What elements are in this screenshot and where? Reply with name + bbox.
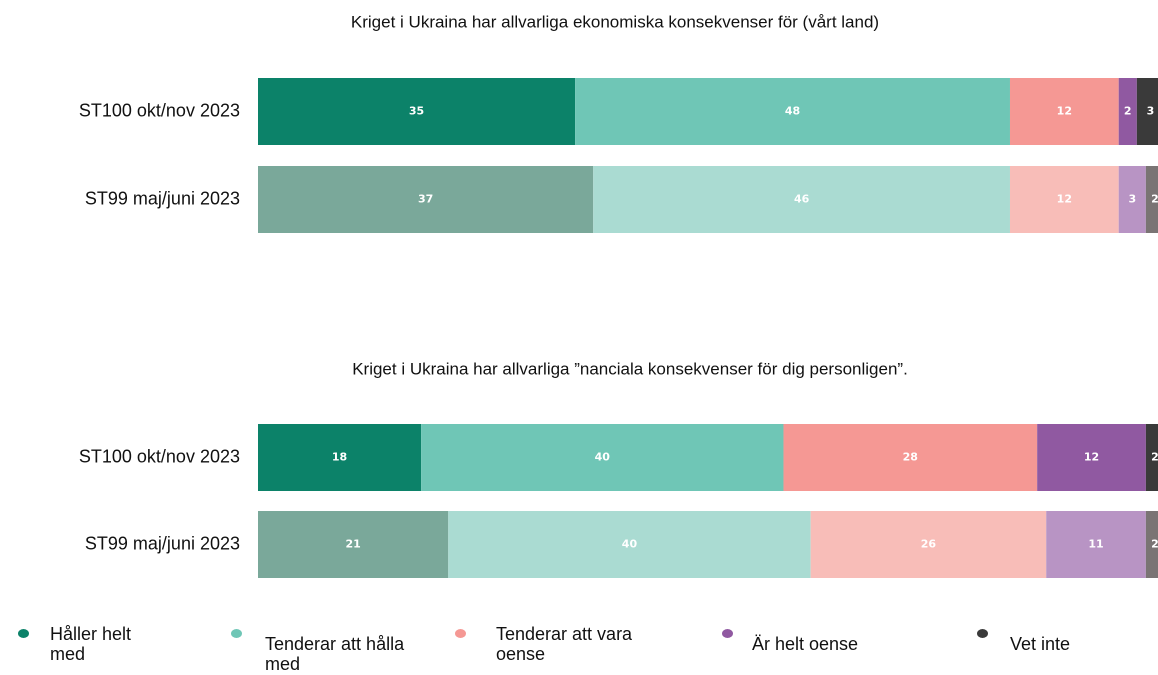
legend-label: Tenderar att hålla med [265,634,405,674]
bar-segment [810,511,1047,578]
bar-segment [1118,166,1146,233]
bar-segment [258,511,449,578]
value-label: 3 [1147,105,1155,118]
value-label: 11 [1088,538,1103,551]
value-label: 35 [409,105,424,118]
value-label: 3 [1128,193,1136,206]
value-label: 2 [1151,451,1158,464]
value-label: 37 [418,193,433,206]
bar-segment [575,78,1010,145]
value-label: 40 [595,451,611,464]
category-label: ST100 okt/nov 2023 [79,100,240,120]
category-label: ST100 okt/nov 2023 [79,446,240,466]
legend-label: Håller helt med [50,624,132,664]
legend-label: Vet inte [1010,634,1071,654]
value-label: 46 [794,193,810,206]
chart-title: Kriget i Ukraina har allvarliga ”nancial… [352,359,908,378]
legend-marker [455,629,466,638]
legend-marker [977,629,988,638]
bar-segment [1009,166,1119,233]
value-label: 40 [622,538,638,551]
bar-segment [593,166,1010,233]
bar-segment [258,78,576,145]
bar-segment [1145,166,1158,233]
bar-segment [1136,78,1158,145]
value-label: 28 [903,451,918,464]
value-label: 26 [921,538,937,551]
bar-segment [421,424,784,491]
bar-segment [258,166,594,233]
legend-marker [18,629,29,638]
category-label: ST99 maj/juni 2023 [85,188,240,208]
legend-label: Är helt oense [752,634,859,654]
bar-segment [783,424,1038,491]
value-label: 2 [1151,193,1158,206]
bar-segment [1145,424,1158,491]
value-label: 21 [345,538,360,551]
legend-label: Tenderar att vara oense [496,624,633,664]
value-label: 12 [1057,193,1072,206]
value-label: 12 [1057,105,1072,118]
bar-segment [1118,78,1137,145]
value-label: 48 [785,105,800,118]
category-label: ST99 maj/juni 2023 [85,533,240,553]
value-label: 2 [1124,105,1132,118]
legend-marker [231,629,242,638]
chart-title: Kriget i Ukraina har allvarliga ekonomis… [351,12,879,31]
bar-segment [1009,78,1119,145]
bar-segment [1037,424,1146,491]
legend-marker [722,629,733,638]
bar-segment [258,424,422,491]
bar-segment [1046,511,1146,578]
value-label: 18 [332,451,347,464]
value-label: 2 [1151,538,1158,551]
bar-segment [448,511,811,578]
bar-segment [1145,511,1158,578]
value-label: 12 [1084,451,1099,464]
